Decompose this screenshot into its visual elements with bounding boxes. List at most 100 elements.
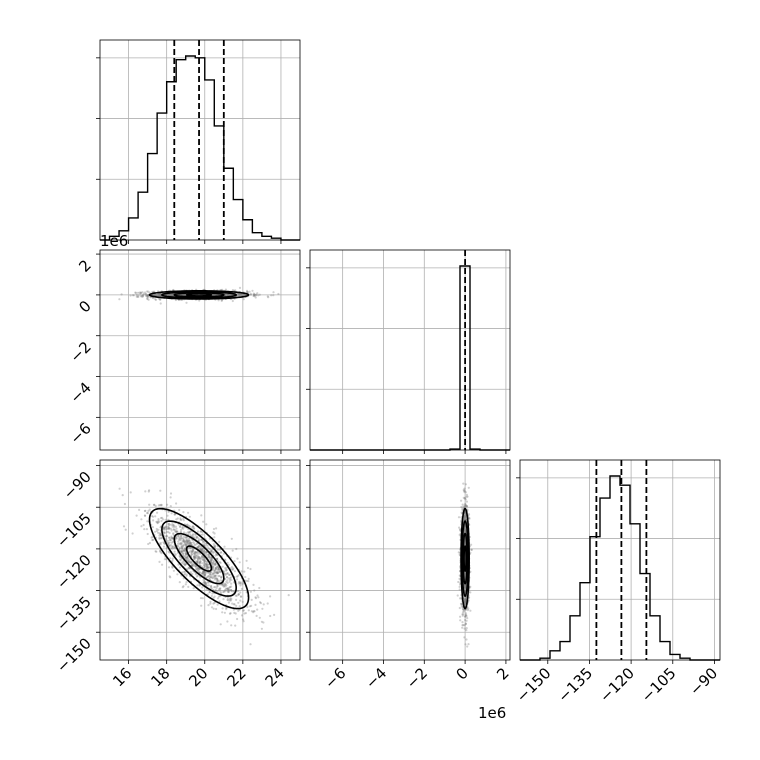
- sample-point: [235, 594, 238, 598]
- sample-point: [458, 588, 461, 591]
- sample-point: [167, 293, 170, 296]
- sample-point: [172, 528, 175, 531]
- sample-point: [184, 536, 187, 539]
- sample-point: [224, 583, 227, 586]
- sample-point: [180, 550, 184, 553]
- sample-point: [160, 537, 163, 540]
- sample-point: [242, 609, 245, 612]
- sample-point: [262, 621, 265, 624]
- sample-point: [183, 561, 186, 564]
- sample-point: [230, 589, 233, 592]
- sample-point: [178, 525, 182, 529]
- sample-point: [167, 522, 170, 526]
- sample-point: [225, 572, 228, 576]
- sample-point: [193, 552, 196, 555]
- sample-point: [210, 559, 213, 562]
- sample-point: [213, 293, 216, 297]
- sample-point: [180, 293, 183, 296]
- sample-point: [215, 566, 218, 569]
- sample-point: [168, 293, 171, 296]
- sample-point: [162, 527, 165, 530]
- sample-point: [249, 643, 252, 646]
- sample-point: [250, 610, 253, 613]
- sample-point: [180, 518, 183, 522]
- sample-point: [220, 551, 223, 554]
- sample-point: [229, 577, 232, 580]
- sample-point: [253, 293, 256, 296]
- sample-point: [220, 299, 223, 302]
- sample-point: [207, 604, 210, 607]
- sample-point: [228, 293, 231, 296]
- sample-point: [212, 527, 216, 531]
- sample-point: [226, 575, 229, 579]
- sample-point: [182, 517, 185, 520]
- sample-point: [207, 566, 210, 569]
- sample-point: [140, 295, 143, 298]
- sample-point: [202, 559, 205, 562]
- sample-point: [210, 585, 213, 588]
- sample-point: [228, 580, 231, 583]
- sample-point: [203, 573, 206, 577]
- sample-point: [237, 590, 240, 593]
- sample-point: [229, 576, 232, 579]
- sample-point: [207, 546, 210, 549]
- sample-point: [194, 551, 197, 554]
- sample-point: [240, 293, 243, 296]
- sample-point: [205, 563, 209, 566]
- sample-point: [224, 587, 227, 591]
- sample-point: [210, 561, 213, 565]
- panel-frame: [519, 459, 721, 661]
- sample-point: [186, 555, 189, 558]
- sample-point: [229, 599, 233, 602]
- sample-point: [204, 572, 207, 576]
- sample-point: [167, 525, 170, 528]
- sample-point: [143, 528, 146, 531]
- sample-point: [146, 294, 150, 297]
- sample-point: [213, 536, 216, 539]
- panel-frame: [309, 459, 511, 661]
- sample-point: [177, 542, 180, 546]
- sample-point: [158, 534, 161, 537]
- sample-point: [193, 555, 196, 559]
- sample-point: [173, 550, 176, 553]
- sample-point: [235, 575, 239, 578]
- sample-point: [212, 293, 216, 296]
- sample-point: [248, 605, 251, 608]
- sample-point: [222, 590, 225, 594]
- sample-point: [253, 589, 256, 592]
- sample-point: [178, 546, 181, 550]
- sample-point: [183, 563, 186, 566]
- sample-point: [197, 555, 200, 558]
- sample-point: [203, 570, 206, 573]
- sample-point: [146, 297, 149, 300]
- sample-point: [218, 548, 221, 551]
- sample-point: [159, 298, 162, 301]
- sample-point: [216, 568, 219, 571]
- sample-point: [149, 296, 152, 299]
- sample-point: [198, 562, 201, 565]
- sample-point: [254, 294, 258, 297]
- sample-point: [222, 598, 225, 601]
- sample-point: [257, 294, 260, 297]
- sample-point: [179, 525, 182, 528]
- sample-point: [157, 528, 160, 531]
- sample-point: [254, 596, 257, 599]
- sample-point: [213, 532, 216, 535]
- sample-point: [460, 505, 463, 509]
- sample-point: [170, 293, 173, 296]
- sample-point: [136, 291, 140, 294]
- sample-point: [222, 585, 225, 588]
- sample-point: [238, 293, 241, 296]
- sample-point: [462, 496, 465, 499]
- sample-point: [188, 541, 191, 545]
- sample-point: [252, 294, 255, 298]
- sample-point: [159, 549, 162, 552]
- sample-point: [245, 559, 248, 562]
- sample-point: [203, 560, 206, 564]
- sample-point: [226, 581, 229, 585]
- sample-point: [461, 624, 464, 627]
- sample-point: [199, 548, 202, 551]
- sample-point: [140, 518, 143, 521]
- sample-point: [211, 558, 214, 561]
- histogram-param-0: [100, 55, 300, 241]
